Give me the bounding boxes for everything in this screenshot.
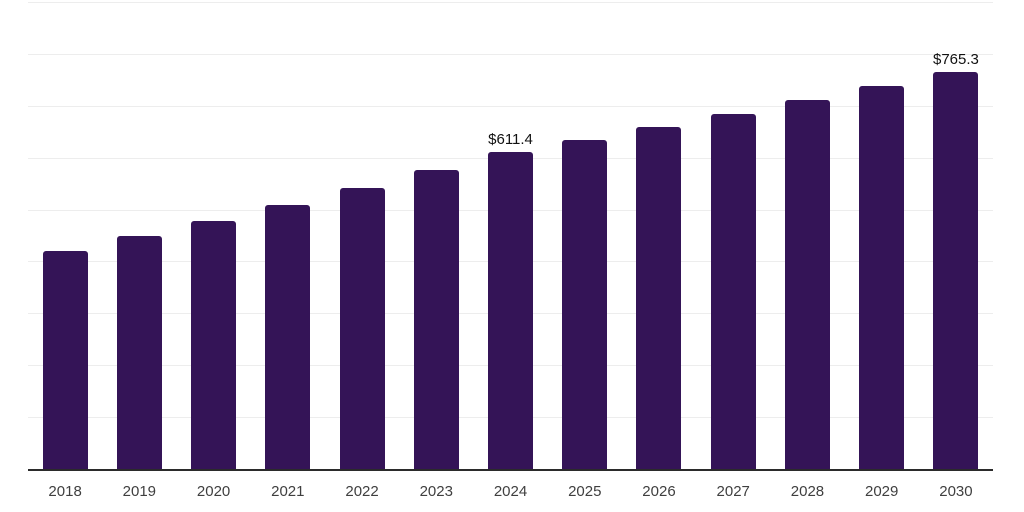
x-tick-2022: 2022	[345, 483, 379, 500]
x-tick-2025: 2025	[568, 483, 602, 500]
x-tick-2027: 2027	[716, 483, 750, 500]
bar-2021	[265, 204, 311, 469]
bar-2030: $765.3	[933, 52, 979, 469]
bar-slot-2018	[28, 2, 102, 469]
bar-slot-2027	[696, 2, 770, 469]
gridline-800	[28, 54, 993, 55]
x-tick-2030: 2030	[939, 483, 973, 500]
bar-slot-2029	[845, 2, 919, 469]
bar-slot-2028	[770, 2, 844, 469]
plot-area: $611.4 $765.3	[28, 2, 993, 471]
bar-slot-2030: $765.3	[919, 2, 993, 469]
bar-slot-2021	[251, 2, 325, 469]
x-tick-2029: 2029	[865, 483, 899, 500]
x-tick-2019: 2019	[122, 483, 157, 500]
bar-2020	[191, 220, 237, 469]
bar-2025	[562, 139, 608, 469]
bars-container: $611.4 $765.3	[28, 2, 993, 469]
data-label-2024: $611.4	[488, 130, 533, 148]
bar-2019	[116, 236, 162, 469]
bar-2023	[413, 169, 459, 469]
bar-2024: $611.4	[488, 132, 534, 469]
gridline-700	[28, 106, 993, 107]
x-tick-2021: 2021	[271, 483, 305, 500]
bar-slot-2024: $611.4	[473, 2, 547, 469]
x-tick-2028: 2028	[790, 483, 825, 500]
x-tick-2026: 2026	[642, 483, 676, 500]
bar-slot-2019	[102, 2, 176, 469]
bar-slot-2020	[176, 2, 250, 469]
bar-2022	[339, 187, 385, 469]
x-axis-labels: 2018 2019 2020 2021 2022 2023 2024 2025 2026 2027…	[28, 483, 993, 501]
bar-slot-2025	[548, 2, 622, 469]
bar-slot-2026	[622, 2, 696, 469]
bar-slot-2023	[399, 2, 473, 469]
x-tick-2024: 2024	[493, 483, 528, 500]
bar-2026	[636, 127, 682, 469]
bar-slot-2022	[325, 2, 399, 469]
bar-2028	[784, 100, 830, 469]
x-tick-2020: 2020	[196, 483, 231, 500]
x-tick-2023: 2023	[419, 483, 453, 500]
bar-2027	[710, 113, 756, 469]
x-tick-2018: 2018	[48, 483, 82, 500]
gridline-900	[28, 2, 993, 3]
bar-2018	[42, 250, 88, 469]
data-label-2030: $765.3	[932, 50, 979, 68]
bar-2029	[859, 86, 905, 469]
